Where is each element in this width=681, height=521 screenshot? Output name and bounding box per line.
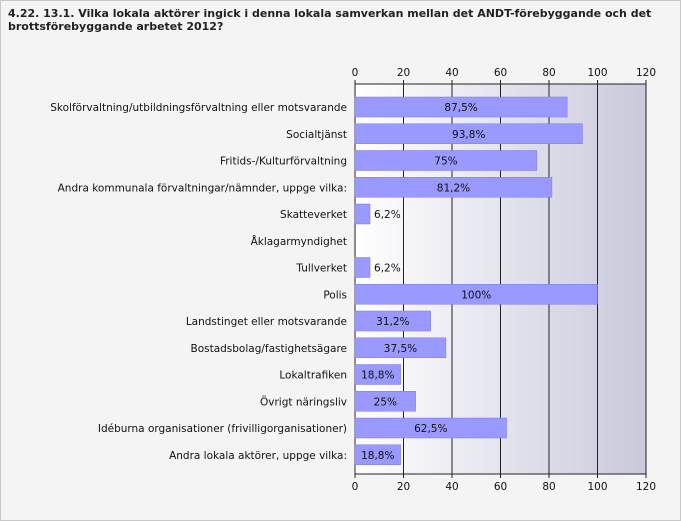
value-label: 6,2% [374,209,401,221]
category-label: Landstinget eller motsvarande [186,316,347,328]
bars [354,96,598,465]
x-tick-label-top: 40 [445,67,458,79]
x-tick-label-bottom: 60 [494,481,507,493]
category-label: Skolförvaltning/utbildningsförvaltning e… [50,102,347,114]
category-label: Åklagarmyndighet [251,235,347,248]
category-label: Andra kommunala förvaltningar/nämnder, u… [58,182,347,194]
value-label: 62,5% [414,423,447,435]
value-label: 75% [434,156,457,168]
value-label: 87,5% [444,102,477,114]
value-label: 18,8% [361,450,394,462]
category-label: Andra lokala aktörer, uppge vilka: [169,450,347,462]
category-label: Idéburna organisationer (frivilligorgani… [98,423,347,435]
category-label: Bostadsbolag/fastighetsägare [190,343,347,355]
bar [354,364,401,385]
bar [354,310,431,332]
bar [354,284,598,305]
x-axis-bottom: 0 20 40 60 80 100 120 [352,473,656,493]
category-label: Lokaltrafiken [279,370,347,382]
bar [354,417,507,439]
x-tick-label-bottom: 40 [445,481,458,493]
value-label: 6,2% [374,263,401,275]
x-tick-label-bottom: 120 [636,481,656,493]
x-tick-label-bottom: 100 [587,481,607,493]
bar [354,257,371,278]
value-label: 37,5% [384,343,417,355]
bar [354,391,416,412]
value-label: 18,8% [361,370,394,382]
x-tick-label-bottom: 20 [397,481,410,493]
x-tick-label-top: 60 [494,67,507,79]
x-tick-label-bottom: 0 [352,481,359,493]
x-tick-label-top: 80 [542,67,555,79]
bar [354,177,553,198]
bar [354,444,401,465]
x-tick-label-bottom: 80 [542,481,555,493]
value-label: 93,8% [452,129,485,141]
x-tick-label-top: 20 [397,67,410,79]
bar [354,203,371,225]
value-label: 31,2% [376,316,409,328]
x-tick-label-top: 120 [636,67,656,79]
bar [354,150,538,171]
category-label: Socialtjänst [286,129,347,141]
value-label: 81,2% [437,182,470,194]
bar [354,96,568,118]
bar [354,123,583,144]
category-label: Skatteverket [280,209,347,221]
category-label: Polis [323,289,347,301]
category-label: Tullverket [295,263,347,275]
value-labels: 87,5% 93,8% 75% 81,2% 6,2% 6,2% 100% 31,2% 37,5%… [361,102,491,462]
value-label: 100% [461,289,491,301]
category-label: Fritids-/Kulturförvaltning [220,156,347,168]
bar [354,337,447,358]
category-label: Övrigt näringsliv [260,395,347,408]
x-tick-label-top: 0 [352,67,359,79]
chart-title: 4.22. 13.1. Vilka lokala aktörer ingick … [8,7,652,33]
x-axis-top: 0 20 40 60 80 100 120 [352,67,656,85]
value-label: 25% [374,396,397,408]
x-tick-label-top: 100 [587,67,607,79]
category-labels: Skolförvaltning/utbildningsförvaltning e… [50,102,347,462]
